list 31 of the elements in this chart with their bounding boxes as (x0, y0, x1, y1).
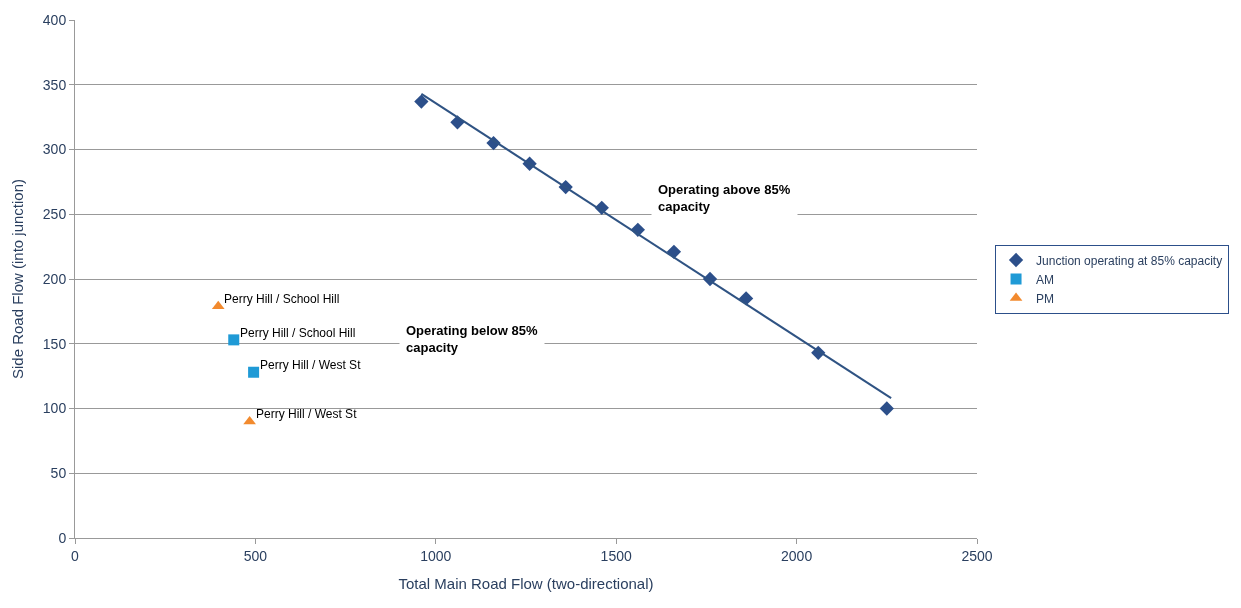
x-tick-label: 500 (243, 547, 268, 564)
y-tick-label: 50 (50, 465, 67, 482)
legend-label: Junction operating at 85% capacity (1036, 253, 1223, 268)
x-tick-label: 2000 (781, 547, 813, 564)
y-tick-label: 0 (58, 529, 67, 546)
legend-label: AM (1036, 272, 1055, 287)
x-tick-label: 0 (71, 547, 80, 564)
x-tick-label: 2500 (961, 547, 993, 564)
annotation: Perry Hill / School Hill (240, 326, 356, 340)
annotation: Perry Hill / West St (256, 407, 358, 421)
y-tick-label: 100 (42, 400, 67, 417)
x-tick-label: 1000 (420, 547, 452, 564)
annotation: Operating above 85% capacity (658, 182, 791, 214)
annotation: Perry Hill / West St (260, 358, 362, 372)
point (243, 415, 256, 425)
annotation: Operating below 85% capacity (406, 323, 538, 355)
x-axis-title: Total Main Road Flow (two-directional) (398, 574, 654, 592)
y-tick-label: 200 (42, 270, 67, 287)
y-tick-label: 400 (42, 11, 67, 28)
y-tick-label: 350 (42, 76, 67, 93)
legend-label: PM (1036, 291, 1055, 306)
point (414, 94, 429, 109)
y-axis-title: Side Road Flow (into junction) (9, 178, 27, 380)
y-tick-label: 150 (42, 335, 67, 352)
point (879, 401, 894, 416)
annotation: Perry Hill / School Hill (224, 292, 340, 306)
x-tick-label: 1500 (600, 547, 632, 564)
y-tick-label: 300 (42, 141, 67, 158)
point (228, 334, 240, 346)
y-tick-label: 250 (42, 206, 67, 223)
point (248, 366, 260, 378)
